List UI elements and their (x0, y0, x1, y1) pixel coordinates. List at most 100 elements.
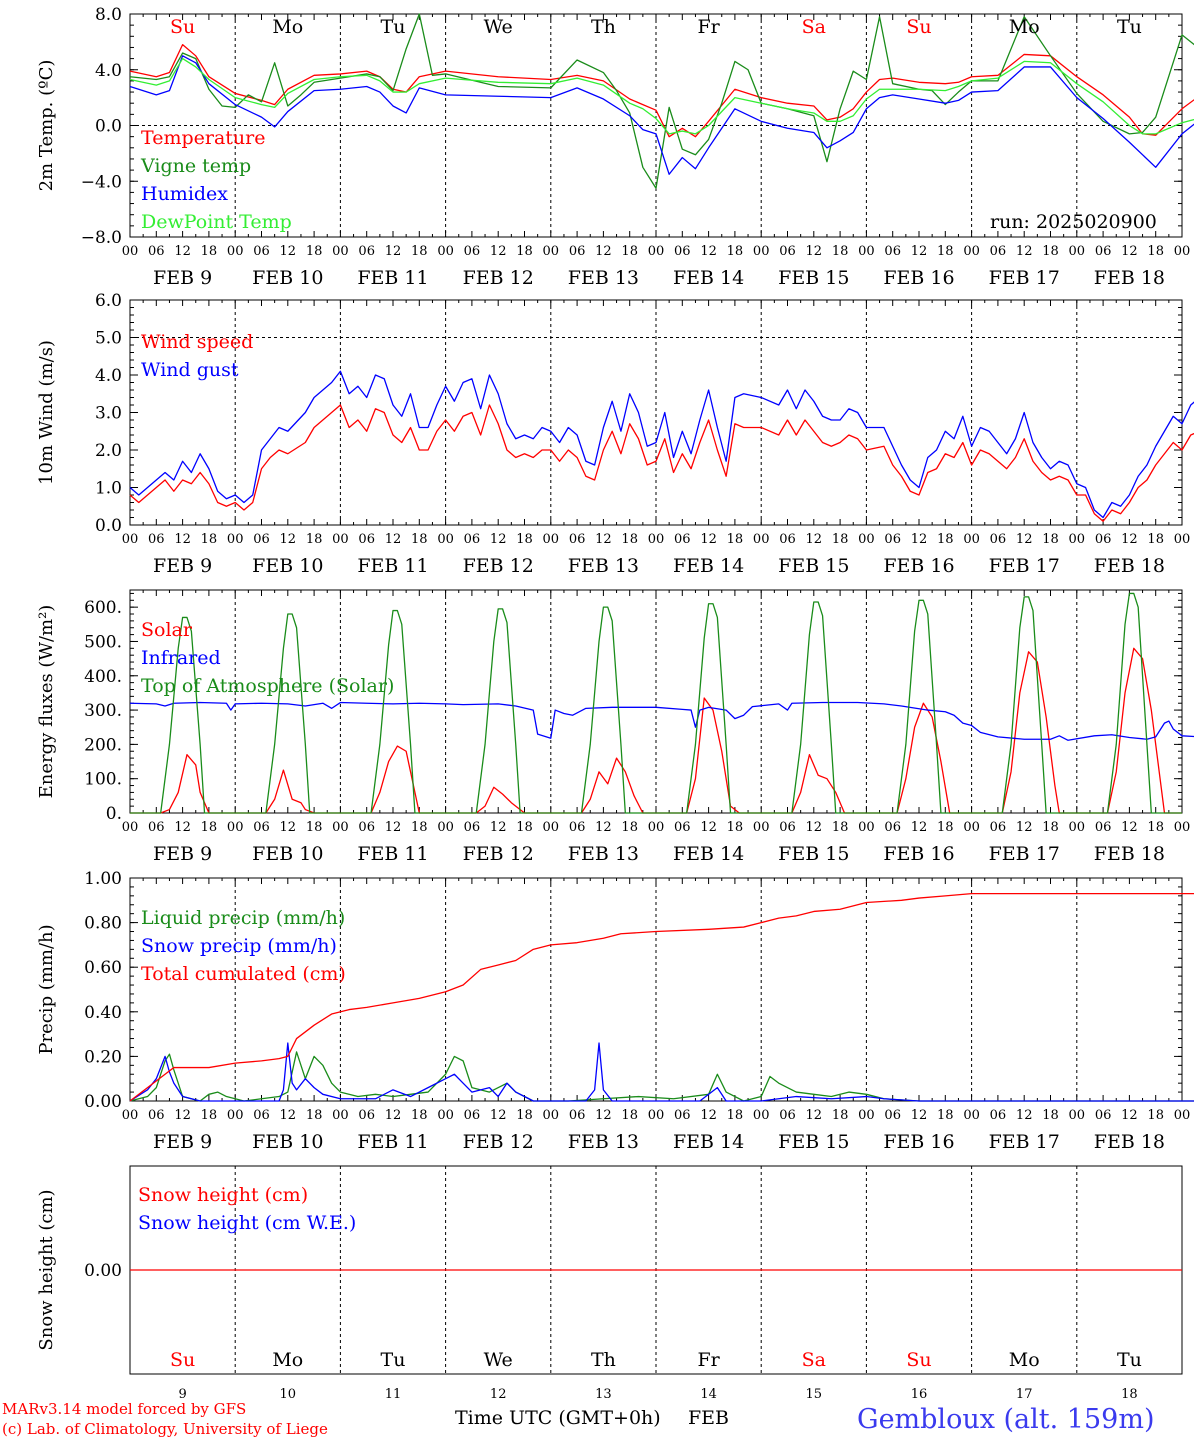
weekday-label: Th (591, 1349, 616, 1371)
hour-label: 12 (806, 244, 823, 259)
hour-label: 12 (595, 820, 612, 835)
hour-label: 18 (621, 1108, 638, 1123)
hour-label: 00 (227, 820, 244, 835)
hour-label: 12 (174, 820, 191, 835)
date-label: FEB 12 (463, 267, 534, 289)
hour-label: 12 (595, 532, 612, 547)
hour-label: 06 (358, 244, 375, 259)
hour-label: 18 (201, 532, 218, 547)
date-label: FEB 15 (778, 555, 849, 577)
hour-label: 18 (727, 532, 744, 547)
hour-label: 18 (832, 244, 849, 259)
hour-label: 18 (727, 820, 744, 835)
hour-label: 12 (490, 1108, 507, 1123)
precip-panel: 1.00 0.80 0.60 0.40 0.20 0.00 Precip (mm/h) Liq… (36, 869, 1194, 1153)
y-tick-label: 0.00 (84, 1092, 122, 1112)
hour-label: 00 (648, 1108, 665, 1123)
date-label: FEB 18 (1094, 1131, 1165, 1153)
hour-label: 18 (516, 820, 533, 835)
date-label: FEB 18 (1094, 267, 1165, 289)
hour-label: 18 (621, 820, 638, 835)
hour-label: 18 (411, 532, 428, 547)
hour-label: 00 (227, 532, 244, 547)
hour-label: 18 (306, 244, 323, 259)
day-number-label: 14 (700, 1387, 717, 1402)
series-line-infrared (129, 701, 1194, 741)
legend-item: Humidex (141, 183, 228, 205)
date-label: FEB 17 (989, 1131, 1060, 1153)
hour-label: 00 (858, 532, 875, 547)
date-label: FEB 13 (568, 843, 639, 865)
date-label: FEB 18 (1094, 843, 1165, 865)
hour-label: 12 (490, 532, 507, 547)
hour-label: 06 (990, 820, 1007, 835)
y-tick-label: 8.0 (95, 5, 122, 25)
hour-label: 00 (332, 244, 349, 259)
date-label: FEB 10 (252, 555, 323, 577)
legend-item: Top of Atmosphere (Solar) (141, 675, 394, 697)
legend-item: Vigne temp (140, 155, 251, 177)
series-line-top-of-atmosphere-solar- (130, 592, 1182, 814)
hour-label: 00 (332, 532, 349, 547)
hour-label: 06 (884, 244, 901, 259)
series-line-wind-speed (129, 404, 1194, 522)
hour-label: 12 (280, 820, 297, 835)
hour-label: 06 (148, 244, 165, 259)
hour-label: 06 (464, 1108, 481, 1123)
hour-label: 12 (174, 1108, 191, 1123)
hour-label: 00 (1069, 1108, 1086, 1123)
series-line-vigne-temp (129, 13, 1194, 189)
hour-label: 06 (990, 1108, 1007, 1123)
day-number-label: 18 (1121, 1387, 1138, 1402)
hour-label: 12 (700, 1108, 717, 1123)
y-tick-label: 0.0 (95, 516, 122, 536)
hour-label: 06 (464, 820, 481, 835)
hour-label: 06 (884, 532, 901, 547)
hour-label: 00 (437, 244, 454, 259)
date-label: FEB 18 (1094, 555, 1165, 577)
hour-label: 00 (1069, 532, 1086, 547)
hour-label: 00 (332, 820, 349, 835)
weekday-label: Tu (381, 16, 406, 38)
y-tick-label: −8.0 (81, 228, 122, 248)
legend-item: Snow height (cm W.E.) (138, 1212, 356, 1234)
hour-label: 06 (779, 1108, 796, 1123)
legend-item: Snow precip (mm/h) (141, 935, 337, 957)
y-tick-label: 200. (84, 735, 122, 755)
hour-label: 12 (806, 1108, 823, 1123)
weekday-label: Mo (1009, 1349, 1040, 1371)
day-number-label: 15 (806, 1387, 823, 1402)
hour-label: 00 (858, 820, 875, 835)
hour-label: 00 (858, 1108, 875, 1123)
legend-item: Wind speed (141, 331, 253, 353)
y-tick-label: 600. (84, 598, 122, 618)
hour-label: 00 (753, 244, 770, 259)
date-label: FEB 17 (989, 843, 1060, 865)
hour-label: 06 (464, 244, 481, 259)
hour-label: 06 (674, 1108, 691, 1123)
weekday-label: Su (170, 16, 195, 38)
hour-label: 06 (990, 244, 1007, 259)
hour-label: 00 (227, 244, 244, 259)
hour-label: 00 (963, 1108, 980, 1123)
hour-label: 06 (779, 820, 796, 835)
date-label: FEB 13 (568, 555, 639, 577)
y-tick-label: 500. (84, 632, 122, 652)
hour-label: 00 (1174, 244, 1191, 259)
x-axis-title: Time UTC (GMT+0h) (455, 1407, 661, 1429)
legend-item: Infrared (141, 647, 221, 669)
weekday-label: We (484, 1349, 513, 1371)
hour-label: 06 (253, 244, 270, 259)
weekday-label: Mo (1009, 16, 1040, 38)
hour-label: 00 (1069, 820, 1086, 835)
hour-label: 12 (1121, 820, 1138, 835)
y-tick-label: 0.40 (84, 1003, 122, 1023)
hour-label: 00 (753, 820, 770, 835)
energy-flux-panel: 600. 500. 400. 300. 200. 100. 0. Energy fluxes … (36, 589, 1194, 865)
y-axis-label: 10m Wind (m/s) (36, 340, 57, 485)
hour-label: 12 (595, 244, 612, 259)
y-tick-label: 1.00 (84, 869, 122, 889)
hour-label: 06 (253, 532, 270, 547)
y-tick-label: 0.80 (84, 914, 122, 934)
y-tick-label: 0.20 (84, 1047, 122, 1067)
